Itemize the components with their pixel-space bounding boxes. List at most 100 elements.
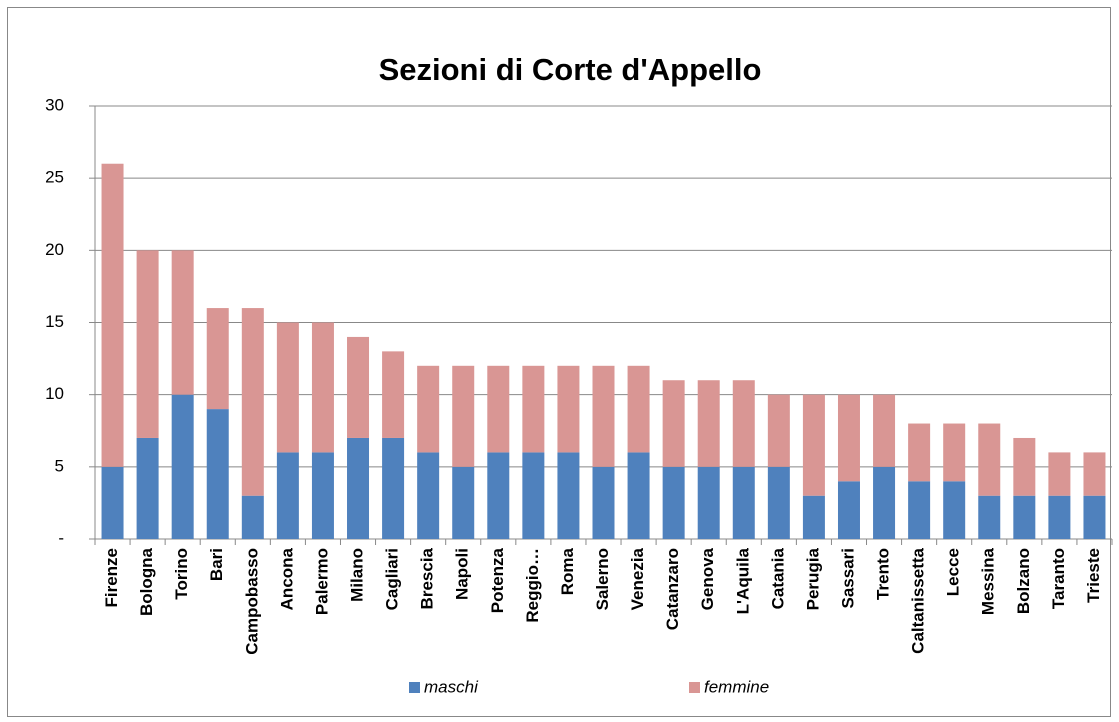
bar-segment bbox=[452, 466, 475, 539]
bar-segment bbox=[697, 466, 720, 539]
bar-segment bbox=[311, 452, 334, 539]
bar-segment bbox=[101, 163, 124, 467]
bar-segment bbox=[732, 466, 755, 539]
chart-title: Sezioni di Corte d'Appello bbox=[379, 52, 762, 87]
x-tick-label: Caltanissetta bbox=[909, 547, 928, 653]
bar-segment bbox=[592, 466, 615, 539]
x-tick-label: Perugia bbox=[803, 547, 822, 610]
x-tick-label: Potenza bbox=[488, 547, 507, 613]
bar-segment bbox=[347, 437, 370, 539]
legend-label: maschi bbox=[424, 677, 479, 696]
x-tick-label: Bari bbox=[207, 548, 226, 581]
bar-segment bbox=[382, 437, 405, 539]
x-tick-label: Taranto bbox=[1049, 548, 1068, 609]
x-tick-label: Genova bbox=[698, 547, 717, 610]
x-tick-label: Catania bbox=[768, 547, 787, 609]
y-tick-label: 30 bbox=[45, 95, 64, 114]
bar-segment bbox=[627, 365, 650, 453]
y-tick-label: 25 bbox=[45, 168, 64, 187]
bar-segment bbox=[837, 481, 860, 539]
x-tick-label: Catanzaro bbox=[663, 548, 682, 630]
x-tick-label: Messina bbox=[979, 547, 998, 615]
bar-segment bbox=[276, 322, 299, 453]
x-tick-label: Roma bbox=[558, 547, 577, 595]
bar-segment bbox=[136, 250, 159, 438]
legend-label: femmine bbox=[704, 677, 769, 696]
bar-segment bbox=[767, 394, 790, 467]
bar-segment bbox=[522, 452, 545, 539]
bar-segment bbox=[1083, 452, 1106, 496]
bar-segment bbox=[943, 423, 966, 482]
bar-segment bbox=[241, 308, 264, 496]
bar-segment bbox=[1048, 452, 1071, 496]
y-tick-label: 20 bbox=[45, 240, 64, 259]
bar-segment bbox=[487, 452, 510, 539]
bar-segment bbox=[1083, 495, 1106, 539]
bar-segment bbox=[627, 452, 650, 539]
x-tick-label: Lecce bbox=[944, 548, 963, 596]
y-tick-label: 5 bbox=[55, 456, 64, 475]
bar-segment bbox=[206, 308, 229, 410]
x-tick-label: Cagliari bbox=[383, 548, 402, 610]
bar-segment bbox=[417, 365, 440, 453]
x-tick-label: Reggio… bbox=[523, 548, 542, 623]
y-tick-label: 10 bbox=[45, 384, 64, 403]
legend-swatch bbox=[409, 682, 420, 693]
bar-segment bbox=[873, 466, 896, 539]
x-tick-label: Trieste bbox=[1084, 548, 1103, 603]
bar-segment bbox=[592, 365, 615, 467]
bar-segment bbox=[417, 452, 440, 539]
bar-segment bbox=[662, 466, 685, 539]
bar-segment bbox=[978, 423, 1001, 496]
bar-segment bbox=[276, 452, 299, 539]
bar-segment bbox=[311, 322, 334, 453]
bar-segment bbox=[873, 394, 896, 467]
bar-segment bbox=[241, 495, 264, 539]
bar-segment bbox=[943, 481, 966, 539]
x-tick-label: Salerno bbox=[593, 548, 612, 610]
bar-segment bbox=[1013, 437, 1036, 496]
x-tick-label: Milano bbox=[348, 548, 367, 602]
bar-segment bbox=[697, 380, 720, 467]
bar-segment bbox=[978, 495, 1001, 539]
x-tick-label: Firenze bbox=[102, 548, 121, 608]
x-tick-label: Venezia bbox=[628, 547, 647, 610]
x-tick-label: Torino bbox=[172, 548, 191, 600]
bar-segment bbox=[487, 365, 510, 453]
bar-segment bbox=[206, 409, 229, 539]
x-tick-label: Brescia bbox=[418, 547, 437, 609]
y-tick-label: 15 bbox=[45, 312, 64, 331]
bar-segment bbox=[1013, 495, 1036, 539]
bar-segment bbox=[908, 423, 931, 482]
bar-segment bbox=[452, 365, 475, 467]
bar-segment bbox=[1048, 495, 1071, 539]
x-tick-label: Bolzano bbox=[1014, 548, 1033, 614]
x-tick-label: Bologna bbox=[137, 547, 156, 616]
y-tick-label: - bbox=[58, 528, 64, 547]
bar-segment bbox=[522, 365, 545, 453]
x-tick-label: Campobasso bbox=[242, 548, 261, 655]
x-tick-label: Napoli bbox=[453, 548, 472, 600]
bar-segment bbox=[382, 351, 405, 438]
bar-segment bbox=[557, 365, 580, 453]
x-tick-label: Sassari bbox=[838, 548, 857, 609]
x-tick-label: Palermo bbox=[312, 548, 331, 615]
bar-segment bbox=[171, 394, 194, 539]
bar-segment bbox=[171, 250, 194, 395]
bar-segment bbox=[557, 452, 580, 539]
x-tick-label: Trento bbox=[874, 548, 893, 600]
bar-segment bbox=[837, 394, 860, 482]
legend-swatch bbox=[689, 682, 700, 693]
bar-segment bbox=[732, 380, 755, 467]
x-tick-label: Ancona bbox=[277, 547, 296, 610]
x-tick-label: L'Aquila bbox=[733, 547, 752, 614]
bar-segment bbox=[802, 394, 825, 496]
bar-segment bbox=[101, 466, 124, 539]
bar-segment bbox=[662, 380, 685, 467]
bar-segment bbox=[767, 466, 790, 539]
bar-segment bbox=[802, 495, 825, 539]
bar-segment bbox=[136, 437, 159, 539]
bar-segment bbox=[347, 336, 370, 438]
bar-segment bbox=[908, 481, 931, 539]
